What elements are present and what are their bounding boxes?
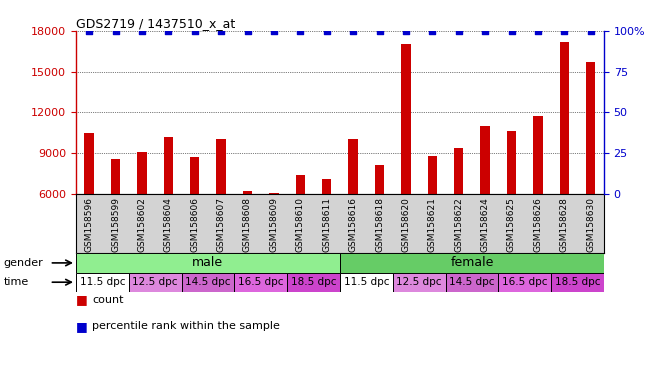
Text: 12.5 dpc: 12.5 dpc [397,277,442,287]
Bar [76,273,129,292]
Text: GSM158625: GSM158625 [507,197,516,252]
Bar [480,126,490,194]
Point [480,28,490,34]
Point [242,28,253,34]
Bar [287,273,340,292]
Bar [137,152,147,194]
Text: ■: ■ [76,320,88,333]
Point [453,28,464,34]
Point [110,28,121,34]
Bar [216,139,226,194]
Text: female: female [450,257,494,270]
Bar [340,273,393,292]
Point [189,28,200,34]
Text: GSM158607: GSM158607 [216,197,226,252]
Bar [393,273,446,292]
Text: time: time [3,277,28,287]
Text: male: male [192,257,224,270]
Bar [551,273,604,292]
Text: GSM158604: GSM158604 [164,197,173,252]
Text: GSM158596: GSM158596 [84,197,94,252]
Point [84,28,94,34]
Bar [507,131,516,194]
Bar [533,116,543,194]
Point [559,28,570,34]
Text: 12.5 dpc: 12.5 dpc [133,277,178,287]
Point [295,28,306,34]
Bar [111,159,120,194]
Point [348,28,358,34]
Text: GSM158608: GSM158608 [243,197,252,252]
Text: GSM158620: GSM158620 [401,197,411,252]
Text: GSM158606: GSM158606 [190,197,199,252]
Bar [446,273,498,292]
Text: GSM158630: GSM158630 [586,197,595,252]
Text: 11.5 dpc: 11.5 dpc [80,277,125,287]
Text: GSM158618: GSM158618 [375,197,384,252]
Bar [428,156,437,194]
Point [427,28,438,34]
Text: GSM158622: GSM158622 [454,197,463,252]
Bar [182,273,234,292]
Text: GSM158602: GSM158602 [137,197,147,252]
Bar [84,133,94,194]
Bar [560,41,569,194]
Point [269,28,279,34]
Point [585,28,596,34]
Point [321,28,332,34]
Text: GSM158611: GSM158611 [322,197,331,252]
Text: 18.5 dpc: 18.5 dpc [555,277,600,287]
Bar [401,44,411,194]
Point [374,28,385,34]
Bar [348,139,358,194]
Bar [243,190,252,194]
Text: GSM158599: GSM158599 [111,197,120,252]
Text: GSM158628: GSM158628 [560,197,569,252]
Text: 18.5 dpc: 18.5 dpc [291,277,336,287]
Bar [129,273,182,292]
Text: GSM158616: GSM158616 [348,197,358,252]
Text: ■: ■ [76,293,88,306]
Bar [234,273,287,292]
Bar [76,253,340,273]
Bar [322,179,331,194]
Text: percentile rank within the sample: percentile rank within the sample [92,321,280,331]
Text: 14.5 dpc: 14.5 dpc [185,277,230,287]
Bar [375,166,384,194]
Bar [296,175,305,194]
Text: 14.5 dpc: 14.5 dpc [449,277,494,287]
Bar [586,62,595,194]
Bar [454,148,463,194]
Point [506,28,517,34]
Point [533,28,543,34]
Text: gender: gender [3,258,43,268]
Text: GSM158624: GSM158624 [480,197,490,252]
Point [216,28,226,34]
Point [401,28,411,34]
Bar [269,192,279,194]
Point [137,28,147,34]
Bar [190,157,199,194]
Text: GSM158621: GSM158621 [428,197,437,252]
Point [163,28,174,34]
Text: 16.5 dpc: 16.5 dpc [502,277,547,287]
Bar [340,253,604,273]
Text: GSM158609: GSM158609 [269,197,279,252]
Text: GSM158626: GSM158626 [533,197,543,252]
Text: count: count [92,295,124,305]
Bar [164,137,173,194]
Bar [498,273,551,292]
Text: 11.5 dpc: 11.5 dpc [344,277,389,287]
Text: GSM158610: GSM158610 [296,197,305,252]
Text: GDS2719 / 1437510_x_at: GDS2719 / 1437510_x_at [76,17,235,30]
Text: 16.5 dpc: 16.5 dpc [238,277,283,287]
